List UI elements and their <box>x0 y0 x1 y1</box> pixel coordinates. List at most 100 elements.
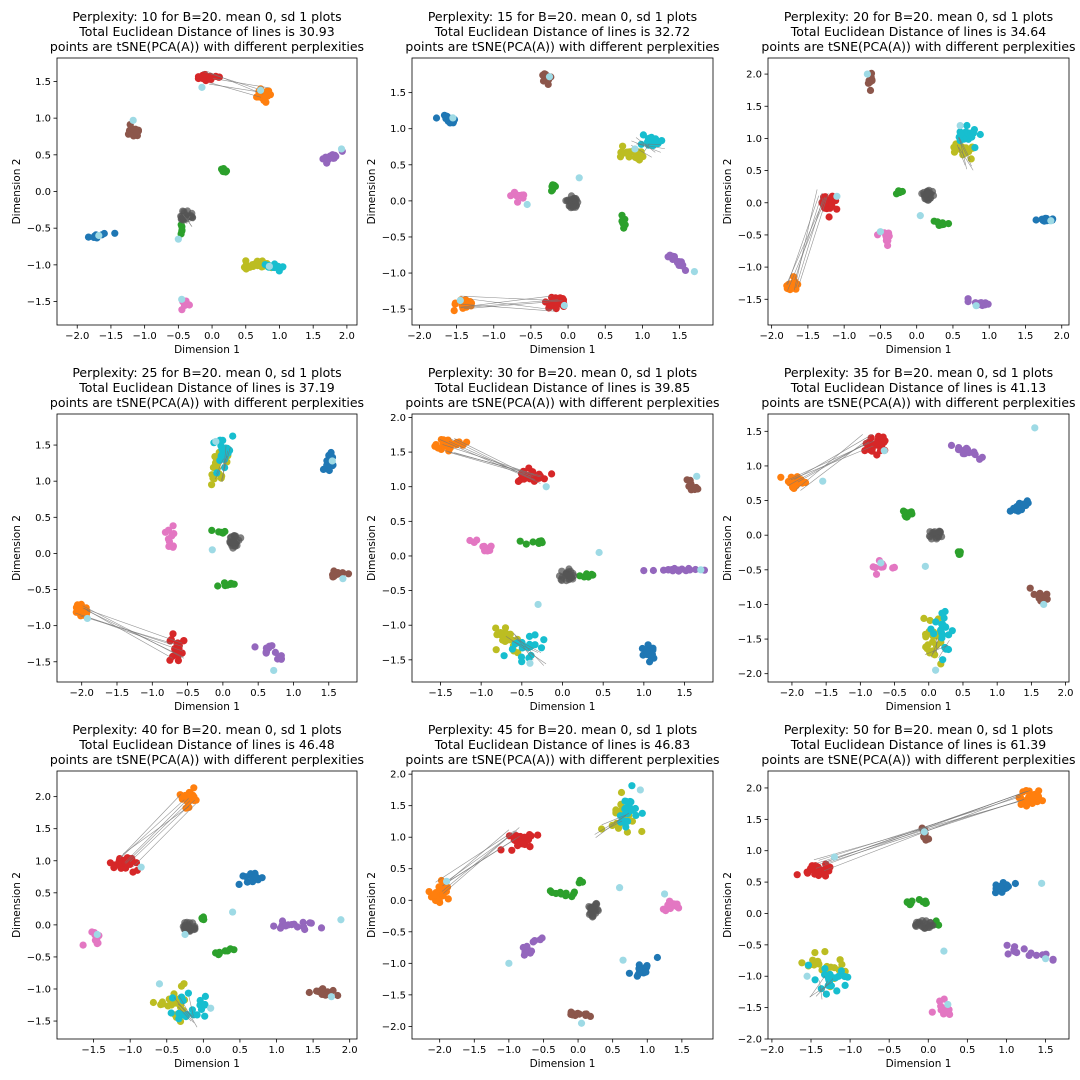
point-cluster <box>638 641 658 666</box>
data-point <box>660 566 668 574</box>
y-tick-label: −1.5 <box>382 305 406 316</box>
data-point <box>169 630 177 638</box>
data-point <box>625 969 634 977</box>
data-point <box>954 548 962 556</box>
x-tick-label: 1.5 <box>321 688 337 699</box>
data-point <box>529 538 537 546</box>
data-point <box>957 130 965 138</box>
data-point <box>439 892 447 900</box>
x-tick-label: −1.5 <box>814 688 838 699</box>
data-point <box>432 114 441 122</box>
connector-line <box>184 222 188 224</box>
data-point <box>978 453 986 461</box>
data-point <box>640 567 648 575</box>
y-tick-label: −1.5 <box>27 1017 51 1028</box>
y-tick-label: 1.5 <box>746 102 762 113</box>
y-tick-label: 0.0 <box>390 896 406 907</box>
subplot-title-line: points are tSNE(PCA(A)) with different p… <box>405 752 719 767</box>
y-axis-label: Dimension 2 <box>722 872 734 938</box>
y-tick-label: 0.5 <box>35 150 51 161</box>
data-point <box>521 833 529 841</box>
plot-area <box>425 782 683 1027</box>
y-axis-label: Dimension 2 <box>366 515 378 581</box>
x-tick-label: −2.0 <box>760 1045 784 1056</box>
data-point <box>840 972 849 981</box>
y-axis-label: Dimension 2 <box>722 515 734 581</box>
data-point <box>190 793 198 801</box>
data-point <box>492 646 500 654</box>
connector-line <box>119 794 182 858</box>
subplot-title-line: Total Euclidean Distance of lines is 41.… <box>790 380 1046 395</box>
point-cluster <box>106 854 141 876</box>
point-cluster <box>664 251 690 274</box>
subplot-title: Perplexity: 15 for B=20. mean 0, sd 1 pl… <box>405 9 719 54</box>
x-tick-label: −1.0 <box>118 1045 142 1056</box>
data-point <box>214 582 222 590</box>
data-point <box>100 229 108 238</box>
data-point <box>251 643 259 651</box>
y-tick-label: 1.5 <box>35 77 51 88</box>
data-point <box>939 656 947 664</box>
x-tick-label: −1.0 <box>132 331 156 342</box>
highlight-point <box>1047 217 1055 225</box>
data-point <box>169 522 177 530</box>
point-cluster <box>930 217 953 229</box>
connector-line <box>186 217 192 227</box>
x-tick-label: 1.5 <box>1038 1045 1054 1056</box>
data-point <box>837 967 846 975</box>
x-tick-label: 1.0 <box>272 331 288 342</box>
x-tick-label: 1.5 <box>1018 331 1034 342</box>
central-cluster <box>912 917 937 932</box>
point-cluster <box>218 165 231 176</box>
connector-line <box>220 446 231 482</box>
data-point <box>76 606 84 614</box>
x-tick-label: 0.5 <box>597 331 613 342</box>
highlight-point <box>1038 879 1046 887</box>
data-point <box>576 572 584 580</box>
y-tick-label: −0.5 <box>382 232 406 243</box>
data-point <box>184 922 192 931</box>
connector-line <box>787 197 827 291</box>
point-cluster <box>1026 584 1051 605</box>
y-tick-label: 0.5 <box>746 878 762 889</box>
x-tick-label: 1.5 <box>305 331 321 342</box>
x-tick-label: −2.0 <box>759 331 783 342</box>
data-point <box>165 542 173 551</box>
central-cluster <box>925 527 946 543</box>
x-tick-label: −2.0 <box>428 1045 452 1056</box>
x-tick-label: 0.0 <box>204 331 220 342</box>
connector-line <box>442 444 535 475</box>
data-point <box>623 148 631 156</box>
data-point <box>930 630 938 638</box>
data-point <box>166 637 174 645</box>
y-axis-label: Dimension 2 <box>366 159 378 225</box>
data-point <box>666 251 674 259</box>
x-tick-label: −1.0 <box>140 688 164 699</box>
data-point <box>537 644 546 652</box>
data-point <box>639 131 648 139</box>
data-point <box>679 261 687 269</box>
data-point <box>1026 584 1034 592</box>
y-tick-label: −1.0 <box>27 621 51 632</box>
data-point <box>1043 590 1051 598</box>
highlight-point <box>619 956 627 964</box>
subplot-title: Perplexity: 35 for B=20. mean 0, sd 1 pl… <box>761 365 1075 410</box>
subplot-title-line: Perplexity: 30 for B=20. mean 0, sd 1 pl… <box>428 365 697 380</box>
y-tick-label: −1.5 <box>738 1003 762 1014</box>
data-point <box>520 191 528 199</box>
data-point <box>926 922 934 930</box>
y-tick-label: −1.5 <box>738 635 762 646</box>
data-point <box>936 528 944 536</box>
data-point <box>166 656 174 664</box>
data-point <box>1011 943 1019 951</box>
data-point <box>239 872 247 880</box>
point-cluster <box>176 784 200 812</box>
connector-lines <box>202 70 269 98</box>
data-point <box>621 221 629 229</box>
data-point <box>508 846 516 854</box>
data-point <box>266 91 274 99</box>
data-point <box>636 967 644 975</box>
y-tick-label: 0.0 <box>746 909 762 920</box>
data-point <box>624 817 632 825</box>
